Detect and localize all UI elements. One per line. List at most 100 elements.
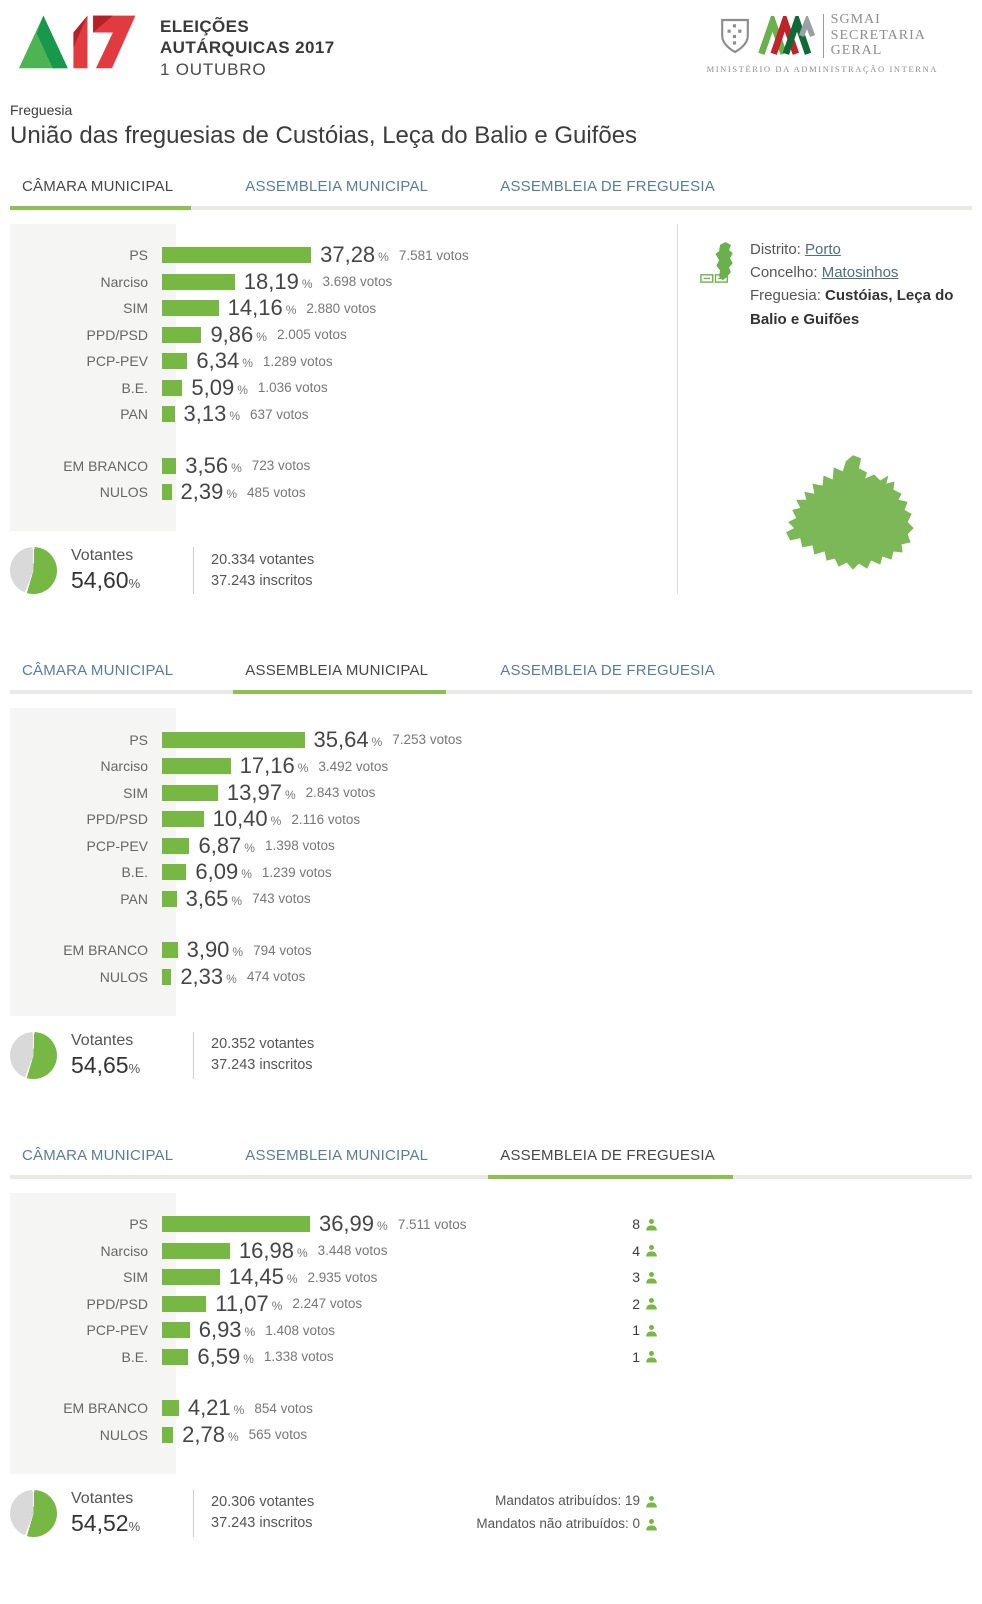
party-label: B.E. bbox=[121, 864, 148, 880]
percent-value: 6,87 bbox=[198, 832, 242, 858]
party-label: PS bbox=[129, 247, 148, 263]
result-row: PAN 3,13% 637 votos bbox=[10, 401, 672, 428]
votes-count: 723 votos bbox=[251, 458, 311, 473]
percent-value: 37,28 bbox=[320, 242, 376, 267]
location-panel: Distrito: Porto Concelho: Matosinhos Fre… bbox=[677, 223, 972, 595]
person-icon bbox=[646, 1351, 657, 1363]
region-map bbox=[786, 454, 914, 570]
percent-sign: % bbox=[231, 460, 242, 475]
result-row: PPD/PSD 9,86% 2.005 votos bbox=[10, 321, 672, 348]
votes-count: 2.843 votos bbox=[305, 785, 376, 800]
percent-sign: % bbox=[301, 276, 313, 291]
logo-line2: AUTÁRQUICAS 2017 bbox=[160, 38, 335, 58]
result-row: Narciso 18,19% 3.698 votos bbox=[10, 268, 672, 295]
percent-value: 6,59 bbox=[197, 1343, 241, 1369]
result-bar bbox=[162, 484, 172, 500]
council-link[interactable]: Matosinhos bbox=[821, 264, 899, 281]
tab-c-mara-municipal[interactable]: CÂMARA MUNICIPAL bbox=[22, 662, 174, 680]
percent-sign: % bbox=[233, 1403, 245, 1417]
tab-assembleia-municipal[interactable]: ASSEMBLEIA MUNICIPAL bbox=[245, 177, 429, 195]
party-label: PAN bbox=[120, 890, 148, 907]
tab-assembleia-municipal[interactable]: ASSEMBLEIA MUNICIPAL bbox=[233, 652, 447, 695]
mandates-count: 3 bbox=[632, 1269, 672, 1285]
header: ELEIÇÕES AUTÁRQUICAS 2017 1 OUTUBRO bbox=[10, 10, 972, 80]
mandates-count: 1 bbox=[632, 1322, 672, 1338]
tab-assembleia-de-freguesia[interactable]: ASSEMBLEIA DE FREGUESIA bbox=[500, 662, 715, 680]
percent-sign: % bbox=[231, 893, 243, 908]
percent-value: 5,09 bbox=[191, 374, 235, 400]
votes-count: 485 votos bbox=[247, 484, 306, 500]
result-bar bbox=[162, 731, 305, 748]
tab-assembleia-de-freguesia[interactable]: ASSEMBLEIA DE FREGUESIA bbox=[488, 1137, 733, 1179]
percent-value: 17,16 bbox=[239, 753, 295, 778]
turnout-percent: 54,52 bbox=[71, 1509, 129, 1536]
result-row: SIM 14,16% 2.880 votos bbox=[10, 295, 672, 322]
percent-value: 18,19 bbox=[243, 268, 299, 294]
tab-bar: CÂMARA MUNICIPAL ASSEMBLEIA MUNICIPAL ASSE… bbox=[10, 168, 972, 210]
result-bar bbox=[162, 890, 177, 907]
person-icon bbox=[646, 1496, 657, 1508]
party-label: NULOS bbox=[99, 484, 148, 500]
result-bar bbox=[162, 758, 231, 774]
tab-c-mara-municipal[interactable]: CÂMARA MUNICIPAL bbox=[22, 1146, 174, 1164]
district-label: Distrito: bbox=[750, 240, 801, 258]
turnout-percent: 54,60 bbox=[71, 567, 129, 594]
tab-bar: CÂMARA MUNICIPAL ASSEMBLEIA MUNICIPAL ASSE… bbox=[10, 652, 972, 695]
mandates-attributed: Mandatos atribuídos: 19 bbox=[495, 1493, 640, 1509]
party-label: B.E. bbox=[121, 1348, 148, 1365]
votes-count: 743 votos bbox=[252, 891, 311, 906]
person-icon bbox=[646, 1245, 657, 1257]
result-row: PS 36,99% 7.511 votos 8 bbox=[10, 1211, 672, 1238]
turnout-pie bbox=[10, 547, 57, 595]
parish-label: Freguesia: bbox=[750, 287, 821, 305]
turnout-label: Votantes bbox=[71, 547, 134, 565]
result-row: B.E. 6,09% 1.239 votos bbox=[10, 859, 672, 886]
percent-sign: % bbox=[285, 303, 297, 317]
result-bar bbox=[162, 457, 177, 474]
tab-bar: CÂMARA MUNICIPAL ASSEMBLEIA MUNICIPAL ASSE… bbox=[10, 1137, 972, 1179]
result-row: PCP-PEV 6,34% 1.289 votos bbox=[10, 348, 672, 375]
result-bar bbox=[162, 273, 235, 290]
result-row: NULOS 2,78% 565 votos bbox=[10, 1421, 672, 1448]
tab-assembleia-de-freguesia[interactable]: ASSEMBLEIA DE FREGUESIA bbox=[500, 177, 715, 195]
tab-c-mara-municipal[interactable]: CÂMARA MUNICIPAL bbox=[10, 168, 192, 210]
voters-count: 20.334 votantes bbox=[211, 551, 315, 568]
sgmai-line3: GERAL bbox=[830, 43, 883, 59]
votes-count: 1.398 votos bbox=[264, 838, 335, 853]
votes-count: 3.492 votos bbox=[318, 758, 389, 774]
result-row: PPD/PSD 10,40% 2.116 votos bbox=[10, 806, 672, 833]
party-label: PCP-PEV bbox=[86, 837, 148, 854]
turnout: Votantes 54,52% 20.306 votantes 37.243 i… bbox=[10, 1489, 672, 1537]
party-label: B.E. bbox=[121, 379, 148, 396]
sgmai-logo: SGMAI SECRETARIA GERAL MINISTÉRIO DA ADM… bbox=[707, 10, 938, 74]
council-label: Concelho: bbox=[750, 264, 818, 281]
votes-count: 7.581 votos bbox=[398, 247, 469, 263]
tab-assembleia-municipal[interactable]: ASSEMBLEIA MUNICIPAL bbox=[245, 1146, 429, 1164]
percent-value: 3,90 bbox=[186, 937, 230, 962]
votes-count: 637 votos bbox=[250, 406, 309, 422]
percent-value: 36,99 bbox=[318, 1211, 375, 1236]
percent-value: 16,98 bbox=[238, 1237, 294, 1263]
percent-sign: % bbox=[243, 1351, 254, 1366]
result-bar bbox=[162, 379, 183, 396]
voters-count: 20.352 votantes bbox=[211, 1036, 315, 1053]
party-label: NULOS bbox=[99, 1426, 148, 1443]
percent-sign: % bbox=[128, 576, 141, 592]
row-spacer bbox=[10, 1370, 672, 1395]
percent-sign: % bbox=[237, 382, 248, 397]
sgmai-text: SGMAI SECRETARIA GERAL bbox=[831, 12, 926, 59]
registered-count: 37.243 inscritos bbox=[211, 572, 313, 589]
mandates-not-attributed: Mandatos não atribuídos: 0 bbox=[476, 1516, 640, 1532]
percent-value: 6,09 bbox=[195, 859, 239, 884]
party-label: EM BRANCO bbox=[63, 1400, 148, 1416]
person-icon bbox=[646, 1271, 657, 1284]
result-bar bbox=[162, 1426, 174, 1443]
percent-value: 14,16 bbox=[227, 295, 283, 320]
mandates-count: 2 bbox=[632, 1296, 672, 1312]
party-label: SIM bbox=[123, 300, 148, 316]
mandates-count: 1 bbox=[632, 1349, 672, 1365]
district-link[interactable]: Porto bbox=[805, 240, 841, 258]
percent-sign: % bbox=[270, 814, 282, 828]
result-row: PCP-PEV 6,93% 1.408 votos 1 bbox=[10, 1317, 672, 1344]
